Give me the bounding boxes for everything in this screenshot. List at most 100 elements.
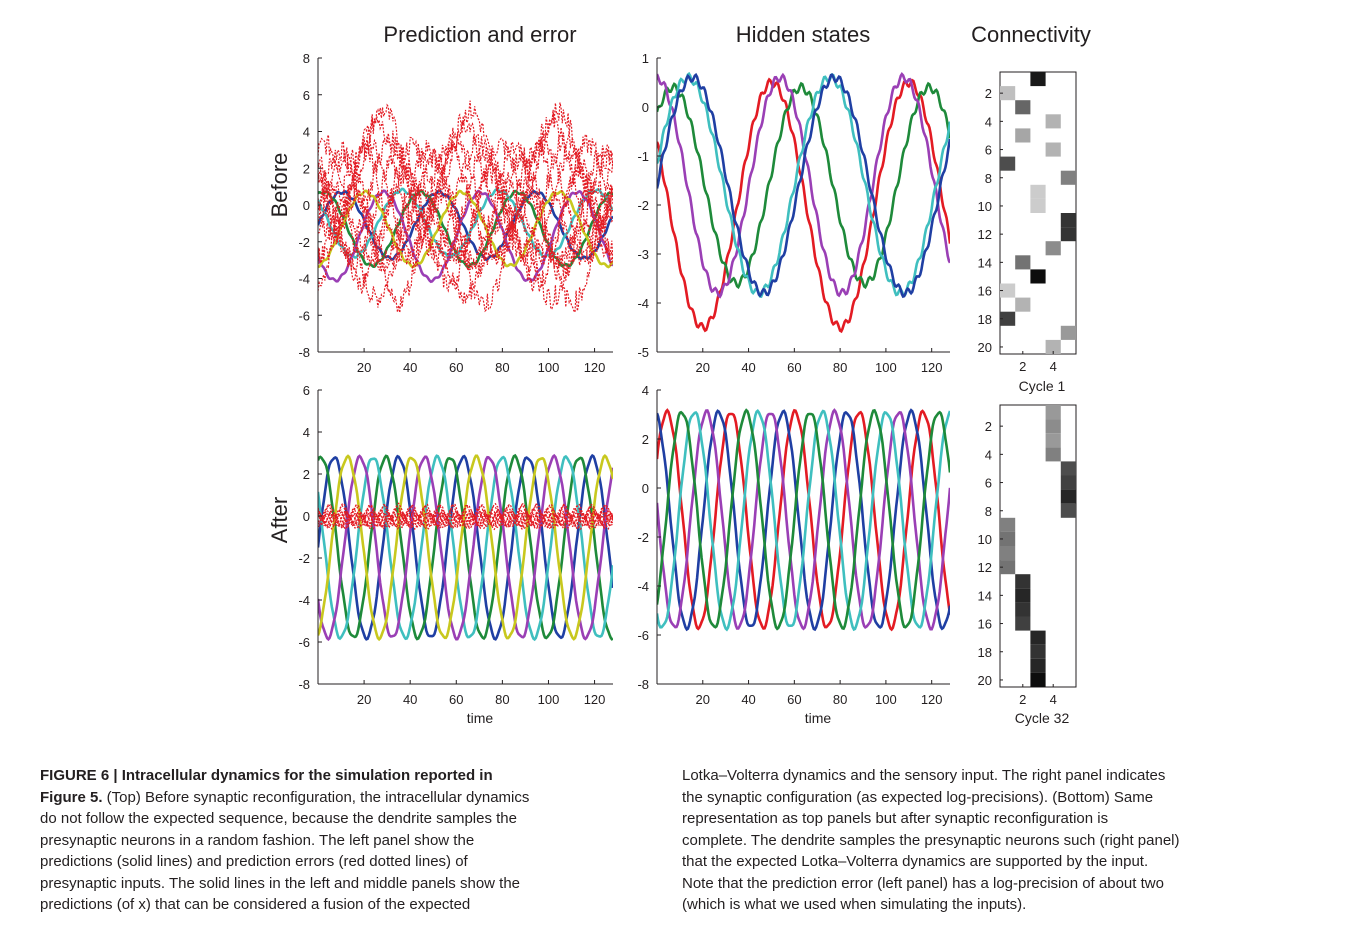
heatmap-cell <box>1045 339 1061 354</box>
heatmap-cell <box>1000 86 1016 101</box>
heatmap-x-tick-label: 2 <box>1019 359 1026 374</box>
heatmap-y-tick-label: 16 <box>978 284 992 299</box>
y-tick-label: 4 <box>303 125 310 140</box>
x-tick-label: 80 <box>833 692 847 707</box>
x-tick-label: 100 <box>538 692 560 707</box>
heatmap-y-tick-label: 18 <box>978 312 992 327</box>
heatmap-cell <box>1030 644 1046 659</box>
caption-line-10: complete. The dendrite samples the presy… <box>682 831 1180 849</box>
x-tick-label: 20 <box>696 360 710 375</box>
series-group <box>657 71 950 334</box>
heatmap-cell <box>1030 184 1046 199</box>
x-tick-label: 60 <box>787 360 801 375</box>
heatmap-cell <box>1030 198 1046 213</box>
x-tick-label: 80 <box>495 692 509 707</box>
x-tick-label: 40 <box>741 692 755 707</box>
line-blue <box>657 72 950 299</box>
y-tick-label: -4 <box>637 579 649 594</box>
col-title-hidden: Hidden states <box>736 22 871 47</box>
figure-6: Prediction and error Hidden states Conne… <box>267 22 1091 726</box>
line-red-1 <box>318 511 613 530</box>
x-tick-label: 40 <box>741 360 755 375</box>
line-red-9 <box>318 141 613 268</box>
heatmap-cell <box>1015 100 1031 115</box>
heatmap-cell <box>1060 461 1076 476</box>
x-tick-label: 60 <box>449 360 463 375</box>
y-tick-label: -2 <box>637 530 649 545</box>
row-label-after: After <box>267 497 292 543</box>
caption-left-column: FIGURE 6 | Intracellular dynamics for th… <box>40 765 660 916</box>
col-title-prediction: Prediction and error <box>383 22 576 47</box>
heatmap-y-tick-label: 4 <box>985 447 992 462</box>
heatmap-y-tick-label: 10 <box>978 532 992 547</box>
heatmap-cell <box>1060 489 1076 504</box>
y-tick-label: 0 <box>303 509 310 524</box>
line-cyan <box>657 409 950 632</box>
heatmap-cell <box>1045 405 1061 420</box>
line-blue <box>318 453 613 641</box>
caption-line-2: do not follow the expected sequence, bec… <box>40 810 517 827</box>
line-blue <box>657 408 950 632</box>
line-red <box>657 77 950 334</box>
x-tick-label: 20 <box>357 692 371 707</box>
heatmap-cell <box>1045 241 1061 256</box>
caption-label: FIGURE 6 | Intracellular dynamics for th… <box>40 767 493 784</box>
heatmap-y-tick-label: 12 <box>978 227 992 242</box>
y-tick-label: -2 <box>637 198 649 213</box>
y-tick-label: -4 <box>637 296 649 311</box>
heatmap-y-tick-label: 2 <box>985 86 992 101</box>
line-red-2 <box>318 133 613 266</box>
y-tick-label: 6 <box>303 383 310 398</box>
xlabel-time-middle: time <box>805 710 832 726</box>
heatmap-cell <box>1000 311 1016 326</box>
heatmap-cell <box>1000 283 1016 298</box>
caption-line-7: Lotka–Volterra dynamics and the sensory … <box>682 767 1166 784</box>
y-tick-label: -6 <box>298 635 310 650</box>
line-red-1 <box>318 178 613 310</box>
y-tick-label: -8 <box>298 345 310 360</box>
heatmap-cell <box>1045 433 1061 448</box>
x-tick-label: 100 <box>538 360 560 375</box>
x-tick-label: 100 <box>875 360 897 375</box>
line-red-6 <box>318 100 613 232</box>
heatmap-cell <box>1045 447 1061 462</box>
series-group <box>657 408 950 632</box>
heatmap-cell <box>1015 128 1031 143</box>
heatmap-cell <box>1000 517 1016 532</box>
heatmap-y-tick-label: 20 <box>978 340 992 355</box>
heatmap-cell <box>1030 72 1046 87</box>
caption-line-8: the synaptic configuration (as expected … <box>682 788 1154 806</box>
y-tick-label: 4 <box>303 425 310 440</box>
x-tick-label: 60 <box>449 692 463 707</box>
heatmap-y-tick-label: 12 <box>978 560 992 575</box>
caption-line-13: (which is what we used when simulating t… <box>682 896 1027 913</box>
x-tick-label: 40 <box>403 692 417 707</box>
y-tick-label: 4 <box>642 383 649 398</box>
y-tick-label: 2 <box>303 467 310 482</box>
x-tick-label: 120 <box>584 360 606 375</box>
caption-line-12: Note that the prediction error (left pan… <box>682 874 1164 892</box>
heatmap-y-tick-label: 18 <box>978 645 992 660</box>
heatmap-cell <box>1000 156 1016 171</box>
y-tick-label: 2 <box>642 432 649 447</box>
x-tick-label: 40 <box>403 360 417 375</box>
caption-line-4: predictions (solid lines) and prediction… <box>40 853 468 870</box>
heatmap-cell <box>1015 616 1031 631</box>
heatmap-cell <box>1015 255 1031 270</box>
caption-line-1-text: (Top) Before synaptic reconfiguration, t… <box>102 788 530 806</box>
heatmap-cell <box>1030 630 1046 645</box>
cycle-label-1: Cycle 1 <box>1019 378 1066 394</box>
cycle-label-32: Cycle 32 <box>1015 710 1070 726</box>
heatmap-cell <box>1030 672 1046 687</box>
heatmap-cell <box>1000 531 1016 546</box>
heatmap-y-tick-label: 16 <box>978 617 992 632</box>
x-tick-label: 120 <box>921 692 943 707</box>
line-red-0 <box>318 140 613 272</box>
y-tick-label: -4 <box>298 593 310 608</box>
heatmap-y-tick-label: 6 <box>985 476 992 491</box>
row-label-before: Before <box>267 153 292 218</box>
heatmap-y-tick-label: 8 <box>985 504 992 519</box>
heatmap-x-tick-label: 2 <box>1019 692 1026 707</box>
x-tick-label: 120 <box>921 360 943 375</box>
